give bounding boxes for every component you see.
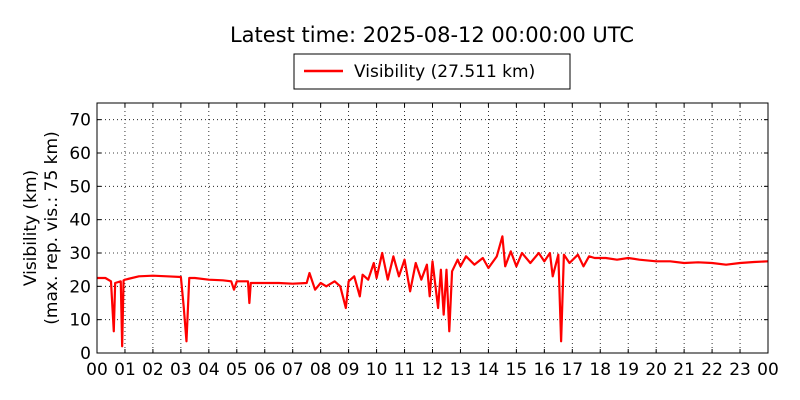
x-tick-label: 00 (86, 360, 108, 380)
x-tick-label: 11 (394, 360, 416, 380)
x-tick-label: 14 (478, 360, 500, 380)
x-tick-label: 04 (198, 360, 220, 380)
x-tick-label: 19 (617, 360, 639, 380)
x-tick-label: 07 (282, 360, 304, 380)
y-tick-label: 10 (69, 311, 91, 331)
y-axis-label-line2: (max. rep. vis.: 75 km) (42, 131, 62, 324)
x-tick-label: 22 (701, 360, 723, 380)
x-tick-label: 13 (450, 360, 472, 380)
x-tick-label: 01 (114, 360, 136, 380)
x-tick-label: 12 (422, 360, 444, 380)
x-tick-label: 10 (366, 360, 388, 380)
x-tick-label: 08 (310, 360, 332, 380)
x-tick-label: 03 (170, 360, 192, 380)
y-tick-label: 50 (69, 177, 91, 197)
x-tick-label: 09 (338, 360, 360, 380)
x-tick-label: 00 (757, 360, 779, 380)
y-axis-label: Visibility (km) (max. rep. vis.: 75 km) (21, 131, 62, 324)
grid (97, 103, 768, 353)
x-tick-label: 05 (226, 360, 248, 380)
legend: Visibility (27.511 km) (293, 53, 571, 90)
x-tick-label: 21 (673, 360, 695, 380)
y-tick-label: 40 (69, 211, 91, 231)
series-line-visibility (97, 235, 769, 348)
x-tick-label: 15 (506, 360, 528, 380)
x-tick-label: 23 (729, 360, 751, 380)
y-tick-label: 30 (69, 244, 91, 264)
y-axis-label-line1: Visibility (km) (21, 170, 41, 286)
y-tick-label: 0 (80, 344, 91, 364)
x-tick-label: 20 (645, 360, 667, 380)
x-tick-label: 17 (561, 360, 583, 380)
x-tick-label: 18 (589, 360, 611, 380)
plot-frame (96, 102, 769, 354)
tick-labels: 00 01 02 03 04 05 06 07 08 09 10 11 12 13 14 15 16 17 18 19… (69, 111, 778, 380)
x-tick-label: 06 (254, 360, 276, 380)
x-tick-label: 02 (142, 360, 164, 380)
y-tick-label: 60 (69, 144, 91, 164)
y-tick-label: 20 (69, 277, 91, 297)
series-layer (97, 235, 769, 348)
y-tick-label: 70 (69, 111, 91, 131)
chart-title: Latest time: 2025-08-12 00:00:00 UTC (230, 23, 634, 47)
x-tick-label: 16 (534, 360, 556, 380)
legend-label-visibility: Visibility (27.511 km) (354, 62, 535, 82)
